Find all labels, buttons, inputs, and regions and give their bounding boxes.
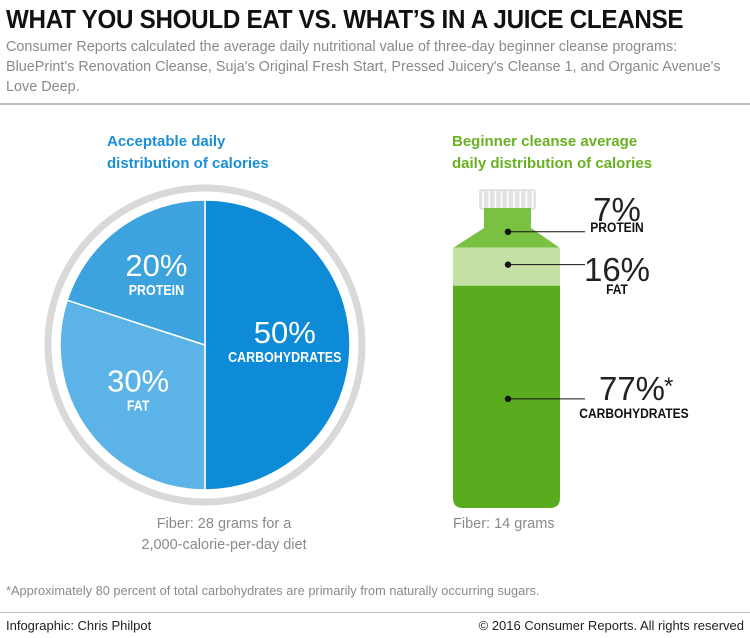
bottle-label-carbohydrates: CARBOHYDRATES [579, 405, 689, 421]
pie-fiber-note: Fiber: 28 grams for a 2,000-calorie-per-… [124, 514, 324, 556]
bottle-heading: Beginner cleanse average daily distribut… [452, 131, 692, 175]
bottom-divider [0, 612, 750, 613]
pie-label-carbohydrates: CARBOHYDRATES [228, 349, 341, 365]
bottle-heading-line1: Beginner cleanse average [452, 133, 638, 150]
pie-label-fat: FAT [127, 398, 150, 414]
bottle-segment-protein [453, 208, 560, 248]
top-divider [0, 103, 750, 105]
pie-fiber-note-line2: 2,000-calorie-per-day diet [141, 537, 307, 553]
pie-outer-ring [44, 184, 366, 506]
bottle-label-fat: FAT [606, 281, 628, 297]
pie-slice-carbohydrates [204, 199, 351, 491]
pie-slice-protein [66, 199, 206, 347]
pie-label-protein: PROTEIN [129, 282, 184, 298]
footnote: *Approximately 80 percent of total carbo… [6, 583, 540, 598]
page-subtitle: Consumer Reports calculated the average … [6, 39, 721, 95]
pie-slice-fat [59, 299, 206, 491]
pie-value-fat: 30% [107, 364, 169, 399]
bottle-fiber-note: Fiber: 14 grams [453, 516, 555, 532]
pie-heading-line1: Acceptable daily [107, 133, 226, 150]
bottle-value-asterisk: * [664, 373, 673, 400]
pie-heading: Acceptable daily distribution of calorie… [107, 131, 327, 175]
bottle-heading-line2: daily distribution of calories [452, 155, 653, 172]
bottle-label-protein: PROTEIN [590, 219, 643, 235]
pie-fiber-note-line1: Fiber: 28 grams for a [156, 516, 292, 532]
page-title: WHAT YOU SHOULD EAT VS. WHAT’S IN A JUIC… [6, 4, 684, 34]
pie-value-carbohydrates: 50% [254, 315, 316, 350]
bottle-value-carbohydrates: 77% [599, 370, 665, 407]
bottle-value-protein: 7% [593, 191, 641, 228]
pie-value-protein: 20% [125, 248, 187, 283]
bottle-value-fat: 16% [584, 251, 650, 288]
credit-author: Infographic: Chris Philpot [6, 618, 152, 633]
credit-copyright: © 2016 Consumer Reports. All rights rese… [478, 618, 744, 633]
pie-heading-line2: distribution of calories [107, 155, 269, 172]
